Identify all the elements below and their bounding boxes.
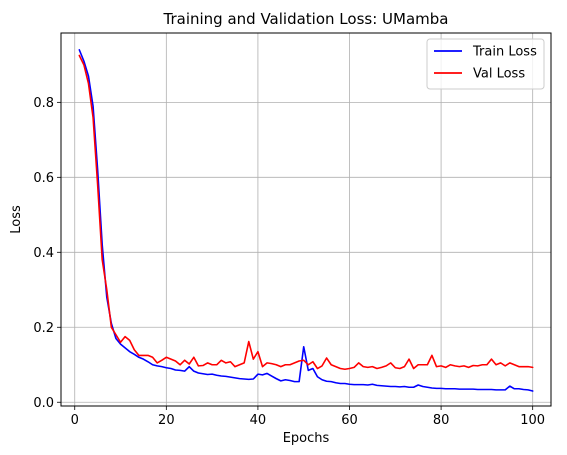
series-line-val-loss <box>78 54 534 371</box>
plot-frame <box>60 32 552 407</box>
x-tick-label: 80 <box>433 413 450 428</box>
axis-ticks: 0 20 40 60 80 100 0.0 0.2 0.4 0.6 0.8 <box>33 96 545 428</box>
x-axis-label: Epochs <box>283 431 330 446</box>
x-tick-label: 60 <box>341 413 358 428</box>
y-tick-label: 0.4 <box>33 246 54 261</box>
y-tick-label: 0.0 <box>33 396 54 411</box>
x-tick-label: 0 <box>71 413 79 428</box>
legend-label-val-loss: Val Loss <box>473 67 525 82</box>
x-tick-label: 40 <box>250 413 267 428</box>
y-tick-label: 0.6 <box>33 171 54 186</box>
y-tick-label: 0.8 <box>33 96 54 111</box>
y-tick-label: 0.2 <box>33 321 54 336</box>
legend: Train Loss Val Loss <box>426 38 545 90</box>
chart-title: Training and Validation Loss: UMamba <box>163 10 449 28</box>
y-axis-label: Loss <box>9 205 24 234</box>
series-lines <box>78 49 534 392</box>
legend-label-train-loss: Train Loss <box>472 45 537 60</box>
x-tick-label: 100 <box>520 413 545 428</box>
series-line-train-loss <box>78 49 534 392</box>
x-tick-label: 20 <box>158 413 175 428</box>
grid-lines <box>61 33 551 406</box>
